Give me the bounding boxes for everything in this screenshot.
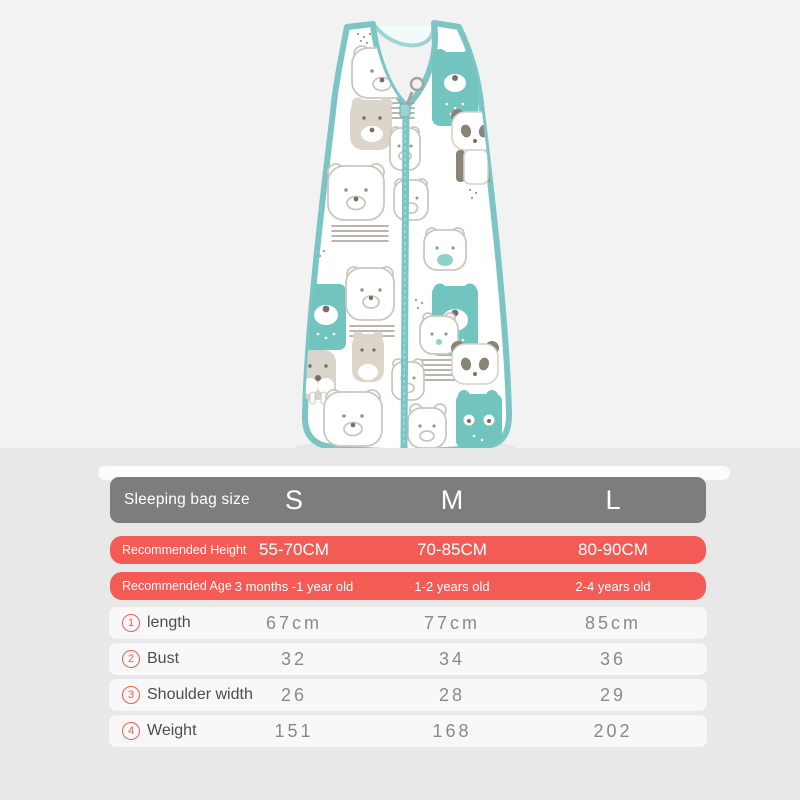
circled-number-3: 3 [122, 686, 140, 704]
weight-s: 151 [274, 720, 314, 741]
length-m: 77cm [423, 612, 480, 633]
zipper [399, 76, 425, 449]
circled-number-2: 2 [122, 650, 140, 668]
weight-l: 202 [593, 720, 633, 741]
recommended-height-row: Recommended Height 55-70CM 70-85CM 80-90… [110, 536, 706, 564]
length-l: 85cm [584, 612, 641, 633]
height-l: 80-90CM [578, 540, 648, 559]
row-label: Bust [147, 650, 180, 667]
height-s: 55-70CM [259, 540, 329, 559]
bust-row: 2 Bust 32 34 36 [110, 644, 706, 674]
teal-nose-bear-icon [423, 227, 467, 271]
height-m: 70-85CM [417, 540, 487, 559]
row-label: Recommended Age [122, 579, 232, 593]
chart-backing-strip [98, 466, 730, 480]
weight-row: 4 Weight 151 168 202 [110, 716, 706, 746]
walrus-icon [304, 350, 336, 405]
product-photo [295, 20, 515, 455]
bear-icon [323, 389, 383, 447]
bust-s: 32 [280, 648, 308, 669]
bear-icon [345, 266, 395, 337]
recommended-age-row: Recommended Age 3 months -1 year old 1-2… [110, 572, 706, 600]
bust-m: 34 [438, 648, 466, 669]
circled-number-1: 1 [122, 614, 140, 632]
row-label: length [147, 614, 191, 631]
shoulder-m: 28 [438, 684, 466, 705]
teal-bear-icon [432, 49, 478, 126]
tan-bear-icon [352, 331, 384, 382]
collar-inside [373, 24, 436, 48]
age-s: 3 months -1 year old [234, 578, 354, 594]
column-size-l: L [605, 484, 621, 515]
row-label: Recommended Height [122, 543, 247, 557]
shoulder-width-row: 3 Shoulder width 26 28 29 [110, 680, 706, 710]
bear-icon [391, 358, 425, 401]
shoulder-s: 26 [280, 684, 308, 705]
age-l: 2-4 years old [575, 578, 651, 594]
column-size-s: S [284, 484, 303, 515]
tan-bear-icon [350, 97, 393, 150]
table-title: Sleeping bag size [124, 491, 250, 508]
sleeping-bag-illustration [295, 20, 515, 455]
length-s: 67cm [265, 612, 322, 633]
teal-bear-icon [456, 390, 502, 448]
circled-number-4: 4 [122, 722, 140, 740]
bear-icon [407, 403, 447, 449]
length-row: 1 length 67cm 77cm 85cm [110, 608, 706, 638]
teal-bear-icon [306, 284, 346, 350]
bear-icon [327, 163, 389, 242]
weight-m: 168 [432, 720, 472, 741]
shoulder-l: 29 [599, 684, 627, 705]
panda-icon [451, 341, 499, 385]
row-label: Weight [147, 722, 197, 739]
age-m: 1-2 years old [414, 578, 490, 594]
size-table-header: Sleeping bag size S M L [110, 477, 706, 523]
bust-l: 36 [599, 648, 627, 669]
bear-icon [393, 178, 429, 221]
row-label: Shoulder width [147, 686, 253, 703]
column-size-m: M [440, 484, 464, 515]
size-chart: Sleeping bag size S M L Recommended Heig… [0, 448, 800, 800]
